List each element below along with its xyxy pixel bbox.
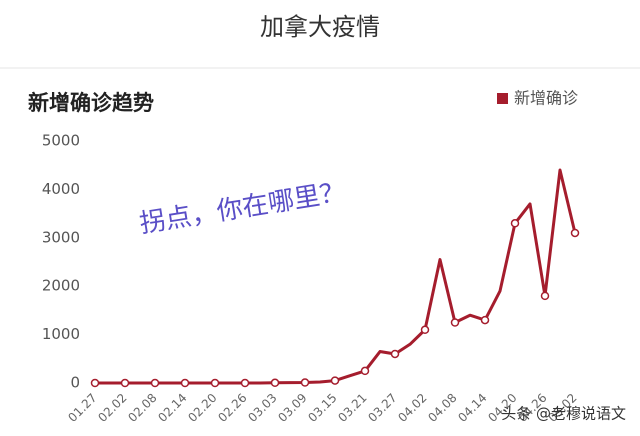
y-tick-label: 5000 <box>42 132 80 150</box>
point-marker <box>360 366 370 376</box>
point-marker <box>240 378 250 388</box>
point-marker <box>270 378 280 388</box>
chart-title: 新增确诊趋势 <box>28 91 154 115</box>
watermark: 头条 @老穆说语文 <box>501 405 626 423</box>
point-marker <box>120 378 130 388</box>
y-tick-label: 3000 <box>42 228 80 246</box>
y-tick-label: 4000 <box>42 180 80 198</box>
point-marker <box>480 315 490 325</box>
legend-label: 新增确诊 <box>514 89 578 108</box>
point-marker <box>390 349 400 359</box>
point-marker <box>450 318 460 327</box>
point-marker <box>420 325 430 335</box>
legend: 新增确诊 <box>497 89 578 108</box>
y-tick-label: 1000 <box>42 325 80 343</box>
point-marker <box>300 378 310 387</box>
point-marker <box>330 376 340 385</box>
point-marker <box>210 378 220 388</box>
point-marker <box>540 291 550 301</box>
point-marker <box>90 378 100 388</box>
page-title: 加拿大疫情 <box>260 13 380 41</box>
y-tick-label: 2000 <box>42 277 80 295</box>
legend-swatch <box>497 93 508 104</box>
point-marker <box>570 228 580 238</box>
y-tick-label: 0 <box>70 374 80 392</box>
point-marker <box>150 378 160 388</box>
point-marker <box>510 219 520 228</box>
point-marker <box>180 378 190 388</box>
